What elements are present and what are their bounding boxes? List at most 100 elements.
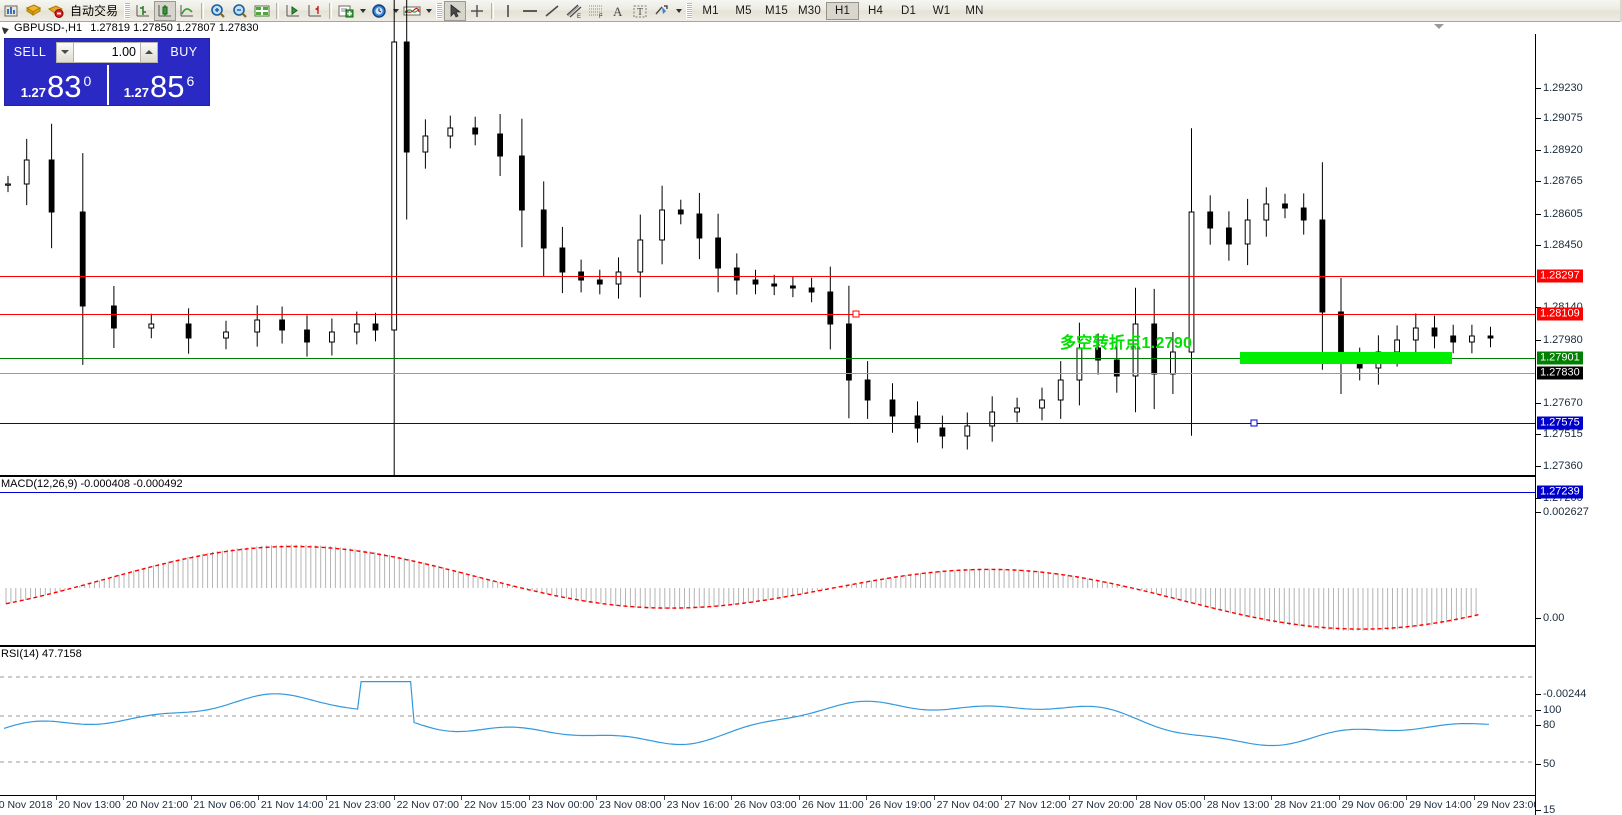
support-price-label-blue[interactable]: 1.27575 [1537, 416, 1583, 430]
timeframe-w1[interactable]: W1 [932, 4, 951, 17]
shapes-dropdown-icon[interactable] [673, 1, 684, 21]
buy-button[interactable]: BUY [170, 45, 198, 59]
indicators-icon[interactable] [401, 1, 423, 21]
time-axis[interactable]: 0 Nov 2018 20 Nov 13:00 20 Nov 21:00 21 Nov… [0, 795, 1539, 815]
zoom-in-icon[interactable] [207, 1, 229, 21]
autotrading-label[interactable]: 自动交易 [70, 4, 119, 18]
timeframe-m30[interactable]: M30 [798, 4, 821, 17]
axis-tick [1536, 694, 1541, 695]
time-axis-label: 20 Nov 13:00 [58, 799, 121, 811]
sell-button[interactable]: SELL [13, 45, 47, 59]
demand-zone[interactable] [1240, 352, 1452, 364]
timeframe-h4[interactable]: H4 [867, 4, 884, 17]
support-line-1-handle[interactable] [1250, 419, 1258, 427]
price-axis[interactable]: 1.29230 1.29075 1.28920 1.28765 1.28605 1.284… [1535, 34, 1622, 815]
zoom-out-icon[interactable] [229, 1, 251, 21]
resistance-line-1[interactable] [0, 276, 1535, 277]
macd-series [5, 544, 1482, 631]
time-axis-tick [663, 796, 665, 800]
line-chart-icon[interactable] [176, 1, 198, 21]
auto-scroll-icon[interactable] [282, 1, 304, 21]
axis-label: 1.29075 [1543, 112, 1583, 124]
shapes-icon[interactable] [651, 1, 673, 21]
support-price-label-blue-2[interactable]: 1.27239 [1537, 485, 1583, 499]
vertical-line-icon[interactable] [497, 1, 519, 21]
time-axis-tick [393, 796, 395, 800]
crosshair-icon[interactable] [466, 1, 488, 21]
axis-tick [1536, 150, 1541, 151]
cursor-icon[interactable] [444, 0, 467, 21]
buy-price[interactable]: 1.27 85 6 [107, 65, 209, 105]
candlestick-chart-icon[interactable] [154, 0, 177, 21]
toolbar-grip-3[interactable] [686, 2, 693, 19]
toolbar-separator-1 [201, 2, 205, 19]
resistance-line-2-handle[interactable] [852, 310, 860, 318]
text-icon[interactable]: A [607, 1, 629, 21]
axis-tick [1536, 403, 1541, 404]
time-axis-tick [528, 796, 530, 800]
expert-advisor-icon[interactable] [44, 1, 66, 21]
timeframe-d1[interactable]: D1 [900, 4, 917, 17]
text-label-icon[interactable]: T [629, 1, 651, 21]
time-axis-tick [1473, 796, 1475, 800]
time-axis-label: 22 Nov 07:00 [396, 799, 460, 811]
chart-shift-icon[interactable] [304, 1, 326, 21]
new-order-dropdown-icon[interactable] [357, 1, 368, 21]
sell-price[interactable]: 1.27 83 0 [20, 69, 92, 104]
time-axis-tick [190, 796, 192, 800]
indicators-dropdown-icon[interactable] [423, 1, 434, 21]
volume-increase-icon[interactable] [140, 42, 157, 62]
time-axis-label: 27 Nov 12:00 [1004, 799, 1067, 811]
axis-tick [1536, 618, 1541, 619]
support-line-1[interactable] [0, 423, 1535, 424]
toolbar-grip-1[interactable] [124, 2, 131, 19]
current-price-line[interactable] [0, 373, 1535, 374]
timeframe-m5[interactable]: M5 [735, 4, 752, 17]
chart-title-bar: GBPUSD-,H1 1.27819 1.27850 1.27807 1.278… [0, 22, 1622, 34]
data-window-icon[interactable] [251, 1, 273, 21]
axis-tick [1536, 245, 1541, 246]
resistance-price-label-2[interactable]: 1.28109 [1537, 307, 1583, 321]
support-price-label-green[interactable]: 1.27901 [1537, 351, 1583, 365]
turning-point-line[interactable] [0, 358, 1535, 359]
macd-pane[interactable]: MACD(12,26,9) -0.000408 -0.000492 [0, 475, 1535, 643]
time-axis-tick [866, 796, 868, 800]
current-price-label[interactable]: 1.27830 [1537, 366, 1583, 380]
resistance-line-2[interactable] [0, 314, 1535, 315]
bar-chart-icon[interactable] [132, 1, 154, 21]
time-axis-label: 26 Nov 03:00 [734, 799, 797, 811]
time-axis-label: 21 Nov 14:00 [260, 799, 324, 811]
macd-label: MACD(12,26,9) -0.000408 -0.000492 [1, 478, 183, 490]
one-click-trading-panel[interactable]: SELL 1.00 BUY 1.27 83 0 1.27 85 6 [4, 38, 210, 106]
volume-stepper[interactable]: 1.00 [56, 41, 158, 63]
timeframe-h1[interactable]: H1 [826, 1, 860, 20]
price-pane[interactable] [0, 0, 1535, 494]
time-axis-tick [1136, 796, 1138, 800]
new-order-icon[interactable] [335, 1, 357, 21]
trendline-icon[interactable] [541, 1, 563, 21]
fibonacci-icon[interactable]: F [585, 1, 607, 21]
time-axis-label: 21 Nov 06:00 [193, 799, 256, 811]
timeframe-m15[interactable]: M15 [765, 4, 788, 17]
timeframe-mn[interactable]: MN [965, 4, 984, 17]
equidistant-channel-icon[interactable]: E [563, 1, 585, 21]
toolbar-grip-2[interactable] [436, 2, 443, 19]
volume-value[interactable]: 1.00 [111, 45, 136, 59]
volume-decrease-icon[interactable] [57, 42, 74, 62]
turning-point-annotation[interactable]: 多空转折点1.2790 [1060, 335, 1193, 352]
charts-icon[interactable] [0, 1, 22, 21]
axis-label: 1.28920 [1543, 144, 1583, 156]
axis-label: 80 [1543, 719, 1556, 731]
period-icon[interactable] [368, 1, 390, 21]
rsi-pane[interactable]: RSI(14) 47.7158 [0, 645, 1535, 795]
svg-text:F: F [599, 14, 603, 19]
period-dropdown-icon[interactable] [390, 1, 401, 21]
time-axis-label: 23 Nov 00:00 [531, 799, 595, 811]
resistance-price-label[interactable]: 1.28297 [1537, 269, 1583, 283]
timeframe-m1[interactable]: M1 [702, 4, 719, 17]
book-icon[interactable] [22, 1, 44, 21]
horizontal-line-icon[interactable] [519, 1, 541, 21]
support-line-2[interactable] [0, 492, 1535, 493]
